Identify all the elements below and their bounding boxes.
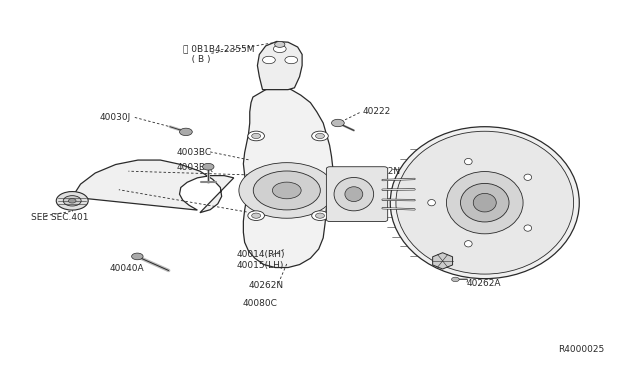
Ellipse shape	[447, 171, 523, 234]
Polygon shape	[257, 41, 302, 90]
Text: R4000025: R4000025	[558, 345, 604, 354]
Text: 40040A: 40040A	[109, 264, 144, 273]
Circle shape	[132, 253, 143, 260]
Ellipse shape	[345, 187, 363, 202]
Text: 4003BC: 4003BC	[176, 148, 211, 157]
Text: 40207: 40207	[460, 135, 488, 144]
Text: 40262: 40262	[454, 257, 483, 266]
Circle shape	[63, 196, 81, 206]
Ellipse shape	[253, 171, 320, 210]
Circle shape	[332, 119, 344, 127]
Text: Ⓑ 0B1B4-2355M
   ( B ): Ⓑ 0B1B4-2355M ( B )	[182, 45, 254, 64]
Text: 40030J: 40030J	[100, 113, 131, 122]
Text: 40202N: 40202N	[366, 167, 401, 176]
Circle shape	[252, 213, 260, 218]
Ellipse shape	[465, 241, 472, 247]
Text: 40262A: 40262A	[467, 279, 501, 288]
Circle shape	[248, 131, 264, 141]
Circle shape	[312, 211, 328, 221]
Text: 4003B: 4003B	[176, 163, 205, 172]
Ellipse shape	[465, 158, 472, 165]
Ellipse shape	[239, 163, 335, 218]
Ellipse shape	[334, 177, 374, 211]
Ellipse shape	[396, 131, 573, 274]
Circle shape	[316, 213, 324, 218]
Circle shape	[312, 131, 328, 141]
Text: 40222: 40222	[363, 108, 391, 116]
Text: 40262N: 40262N	[248, 281, 284, 290]
FancyBboxPatch shape	[326, 167, 388, 222]
Ellipse shape	[273, 182, 301, 199]
Ellipse shape	[524, 174, 532, 180]
Circle shape	[248, 211, 264, 221]
Circle shape	[179, 128, 192, 136]
Ellipse shape	[473, 193, 496, 212]
Circle shape	[275, 41, 285, 47]
Ellipse shape	[524, 225, 532, 231]
Circle shape	[316, 134, 324, 138]
Polygon shape	[243, 86, 333, 267]
Circle shape	[452, 277, 460, 282]
Text: 40080C: 40080C	[242, 299, 277, 308]
Ellipse shape	[390, 127, 579, 279]
Ellipse shape	[461, 183, 509, 222]
Polygon shape	[433, 253, 452, 269]
Circle shape	[273, 45, 286, 52]
Circle shape	[68, 199, 76, 203]
Polygon shape	[72, 160, 234, 213]
Circle shape	[202, 163, 214, 170]
Text: 40014(RH)
40015(LH): 40014(RH) 40015(LH)	[237, 250, 285, 270]
Circle shape	[56, 192, 88, 210]
Circle shape	[285, 56, 298, 64]
Ellipse shape	[428, 199, 435, 206]
Circle shape	[252, 134, 260, 138]
Circle shape	[262, 56, 275, 64]
Text: SEE SEC.401: SEE SEC.401	[31, 213, 89, 222]
